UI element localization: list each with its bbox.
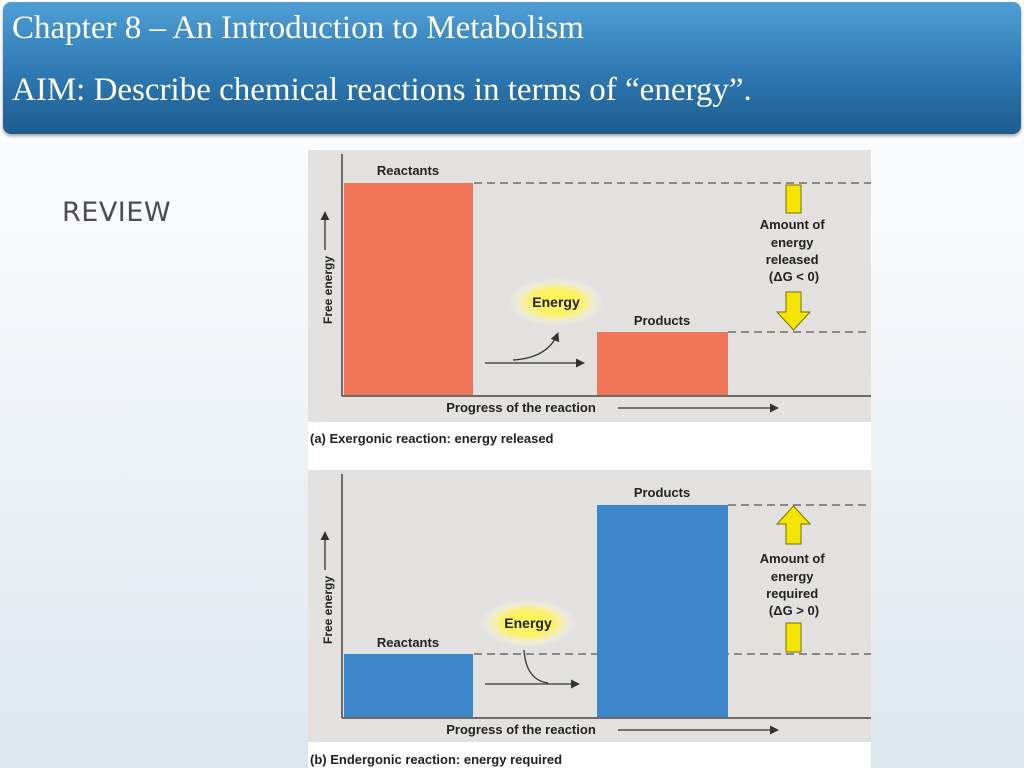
panel-a-reactants-label: Reactants (377, 163, 439, 178)
panel-a-y-axis-label: Free energy (321, 256, 335, 324)
energy-diagram-svg: Reactants Products Free energy Progress … (308, 150, 871, 768)
panel-a-energy-released-arrow (775, 184, 812, 331)
panel-b-products-label: Products (634, 485, 690, 500)
panel-b-x-axis-label: Progress of the reaction (446, 722, 596, 737)
panel-a-exergonic: Reactants Products Free energy Progress … (308, 150, 871, 470)
energy-diagram-figure: Reactants Products Free energy Progress … (308, 150, 871, 768)
panel-b-reactants-bar (344, 654, 473, 717)
panel-b-energy-glow (480, 599, 576, 647)
panel-a-amount-text: Amount of energy released (ΔG < 0) (760, 217, 829, 284)
panel-a-products-bar (597, 332, 728, 395)
panel-a-x-axis-label: Progress of the reaction (446, 400, 596, 415)
panel-a-energy-glow (508, 278, 604, 326)
slide-aim: AIM: Describe chemical reactions in term… (12, 72, 752, 108)
slide-title: Chapter 8 – An Introduction to Metabolis… (12, 10, 584, 46)
panel-b-products-bar (597, 505, 728, 717)
panel-b-y-axis-label: Free energy (321, 576, 335, 644)
panel-b-caption-band (308, 742, 871, 768)
panel-b-amount-text: Amount of energy required (ΔG > 0) (760, 551, 829, 618)
panel-b-energy-input-arrow (523, 649, 549, 684)
panel-a-energy-release-arrow (512, 332, 560, 361)
panel-a-caption-band (308, 422, 871, 470)
panel-b-endergonic: Reactants Products Free energy Progress … (308, 470, 871, 768)
review-label: REVIEW (62, 197, 172, 228)
panel-a-caption: (a) Exergonic reaction: energy released (310, 431, 554, 446)
panel-b-caption: (b) Endergonic reaction: energy required (310, 752, 562, 767)
panel-a-products-label: Products (634, 313, 690, 328)
panel-b-energy-required-arrow (775, 505, 812, 653)
panel-b-energy-label: Energy (504, 615, 552, 631)
title-bar: Chapter 8 – An Introduction to Metabolis… (3, 2, 1021, 134)
panel-a-energy-label: Energy (532, 294, 580, 310)
panel-b-reactants-label: Reactants (377, 635, 439, 650)
panel-a-reactants-bar (344, 183, 473, 395)
